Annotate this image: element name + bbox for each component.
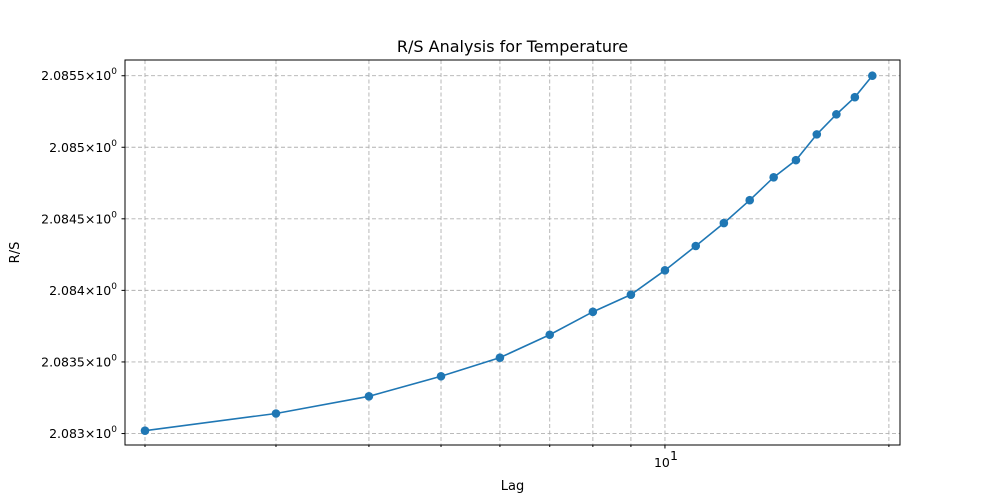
data-point [719, 218, 729, 228]
y-tick-label: 2.0835×100 [41, 353, 117, 369]
chart-title: R/S Analysis for Temperature [397, 37, 628, 56]
axis-ticks: 10 1 2.083×100 2.0835×100 2.084×100 2.0845×10… [41, 67, 890, 470]
data-point [271, 409, 281, 418]
data-point [691, 241, 701, 251]
x-axis-label: Lag [501, 479, 524, 494]
plot-series [140, 71, 877, 435]
data-point [495, 353, 505, 362]
data-point [626, 290, 636, 299]
data-point [812, 130, 822, 139]
data-point [364, 392, 374, 401]
data-point [832, 110, 841, 119]
y-tick-label: 2.0855×100 [41, 67, 117, 83]
data-point [660, 266, 670, 275]
data-point [140, 426, 150, 435]
data-point [436, 371, 446, 381]
grid [125, 60, 900, 445]
series-line [144, 75, 873, 432]
plot-area-frame [124, 59, 901, 446]
y-tick-label: 2.084×100 [49, 282, 117, 298]
data-point [769, 173, 778, 182]
y-axis-label: R/S [8, 242, 23, 264]
data-point [588, 307, 598, 317]
data-point [545, 330, 555, 340]
data-point [868, 71, 877, 81]
y-tick-label: 2.083×100 [49, 425, 117, 441]
data-point [850, 92, 860, 102]
data-point [791, 155, 801, 165]
data-point [745, 195, 755, 205]
y-tick-label: 2.085×100 [49, 139, 117, 155]
y-tick-label: 2.0845×100 [41, 210, 117, 226]
x-tick-label: 10 [654, 455, 670, 470]
x-tick-label-exponent: 1 [670, 448, 678, 463]
